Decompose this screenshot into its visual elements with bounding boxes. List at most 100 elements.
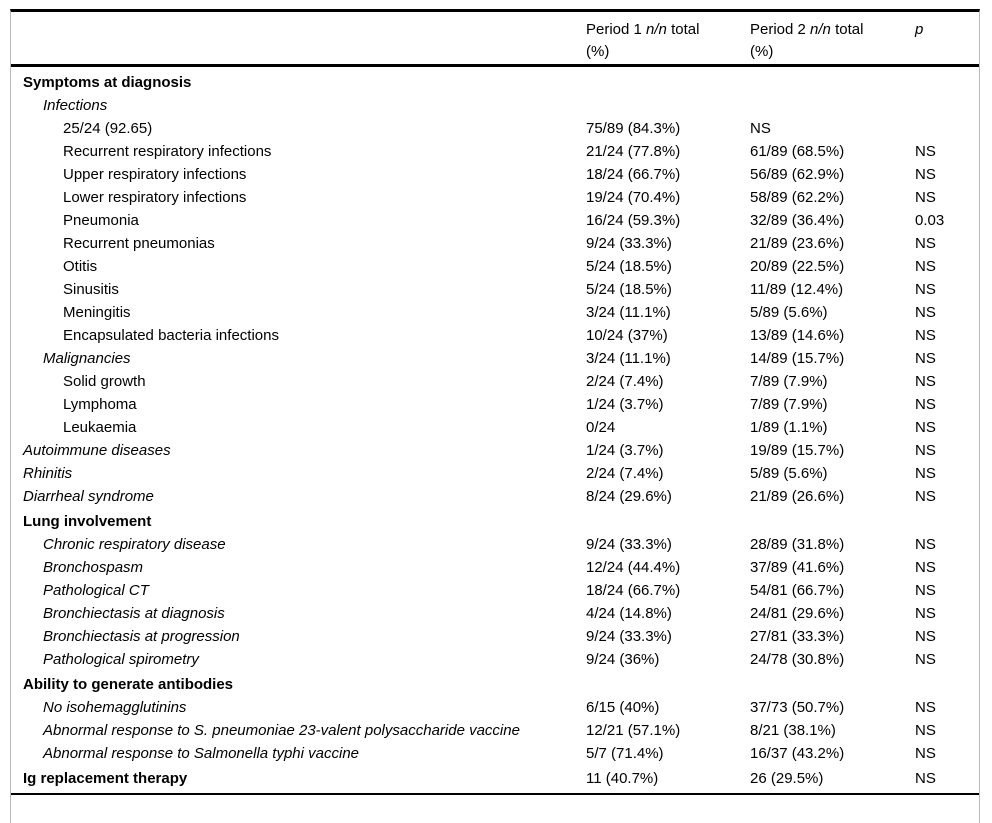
period1-header-text: Period 1 n/n total (586, 21, 700, 38)
p-value: NS (915, 189, 936, 206)
row-label: Otitis (63, 258, 98, 275)
p-value: NS (915, 699, 936, 716)
period2-value: 24/81 (29.6%) (750, 605, 845, 622)
table-row: Autoimmune diseases 1/24 (3.7%) 19/89 (15.… (11, 439, 979, 462)
row-label: Bronchospasm (43, 559, 144, 576)
table-row: Meningitis 3/24 (11.1%) 5/89 (5.6%) NS (11, 301, 979, 324)
period2-value: 37/73 (50.7%) (750, 699, 845, 716)
period1-value: 2/24 (7.4%) (586, 465, 664, 482)
p-value: NS (915, 304, 936, 321)
period2-header-unit: (%) (750, 43, 774, 60)
row-label: Pathological spirometry (43, 651, 199, 668)
table-row: Solid growth 2/24 (7.4%) 7/89 (7.9%) NS (11, 370, 979, 393)
table-row: No isohemagglutinins 6/15 (40%) 37/73 (50.… (11, 696, 979, 719)
period2-value: 26 (29.5%) (750, 770, 824, 787)
period1-header-unit: (%) (586, 43, 610, 60)
period2-value: 21/89 (23.6%) (750, 235, 845, 252)
period2-value: 7/89 (7.9%) (750, 396, 828, 413)
period1-value: 12/24 (44.4%) (586, 559, 681, 576)
table-row: Abnormal response to Salmonella typhi va… (11, 742, 979, 765)
period2-value: 27/81 (33.3%) (750, 628, 845, 645)
period2-value: 28/89 (31.8%) (750, 536, 845, 553)
period2-value: 24/78 (30.8%) (750, 651, 845, 668)
p-value: NS (915, 651, 936, 668)
period1-value: 10/24 (37%) (586, 327, 668, 344)
table-row: Diarrheal syndrome 8/24 (29.6%) 21/89 (26.… (11, 485, 979, 508)
period1-value: 1/24 (3.7%) (586, 442, 664, 459)
column-header-period1: Period 1 n/n total (%) (586, 19, 750, 64)
p-value: NS (915, 745, 936, 762)
row-label: Diarrheal syndrome (23, 488, 154, 505)
table-row: Ability to generate antibodies (11, 673, 979, 696)
row-label: Lymphoma (63, 396, 137, 413)
row-label: Recurrent pneumonias (63, 235, 215, 252)
period1-value: 9/24 (36%) (586, 651, 660, 668)
period2-value: 8/21 (38.1%) (750, 722, 836, 739)
p-value: NS (915, 605, 936, 622)
period1-value: 9/24 (33.3%) (586, 628, 672, 645)
period1-value: 8/24 (29.6%) (586, 488, 672, 505)
table-row: Lower respiratory infections 19/24 (70.4%… (11, 186, 979, 209)
table-row: Leukaemia 0/24 1/89 (1.1%) NS (11, 416, 979, 439)
table-header-row: Period 1 n/n total (%) Period 2 n/n total… (11, 12, 979, 67)
period1-value: 2/24 (7.4%) (586, 373, 664, 390)
table-row: Bronchiectasis at diagnosis 4/24 (14.8%) 2… (11, 602, 979, 625)
p-value: 0.03 (915, 212, 945, 229)
table-row: Chronic respiratory disease 9/24 (33.3%) 2… (11, 533, 979, 556)
row-label: Infections (43, 97, 108, 114)
row-label: Abnormal response to Salmonella typhi va… (43, 745, 360, 762)
period1-value: 5/24 (18.5%) (586, 281, 672, 298)
period2-value: NS (750, 120, 771, 137)
row-label: Malignancies (43, 350, 131, 367)
row-label: Upper respiratory infections (63, 166, 247, 183)
table-row: Encapsulated bacteria infections 10/24 (3… (11, 324, 979, 347)
period1-value: 0/24 (586, 419, 616, 436)
period1-value: 5/24 (18.5%) (586, 258, 672, 275)
row-label: Bronchiectasis at progression (43, 628, 240, 645)
period2-value: 61/89 (68.5%) (750, 143, 845, 160)
clinical-comparison-table: Period 1 n/n total (%) Period 2 n/n total… (10, 9, 980, 823)
period1-value: 6/15 (40%) (586, 699, 660, 716)
period2-value: 7/89 (7.9%) (750, 373, 828, 390)
period1-value: 9/24 (33.3%) (586, 536, 672, 553)
period1-value: 18/24 (66.7%) (586, 166, 681, 183)
p-value: NS (915, 373, 936, 390)
p-value: NS (915, 396, 936, 413)
table-body: Symptoms at diagnosis Infections 25/24 (92… (11, 67, 979, 790)
table-row: Symptoms at diagnosis (11, 71, 979, 94)
row-label: Chronic respiratory disease (43, 536, 226, 553)
period1-value: 19/24 (70.4%) (586, 189, 681, 206)
p-value: NS (915, 770, 936, 787)
p-value: NS (915, 559, 936, 576)
period2-value: 37/89 (41.6%) (750, 559, 845, 576)
row-label: Encapsulated bacteria infections (63, 327, 279, 344)
period1-value: 3/24 (11.1%) (586, 350, 671, 367)
row-label: Lung involvement (23, 513, 152, 530)
table-row: Bronchiectasis at progression 9/24 (33.3%… (11, 625, 979, 648)
p-value: NS (915, 536, 936, 553)
period2-value: 14/89 (15.7%) (750, 350, 845, 367)
p-value-header: p (915, 21, 924, 38)
period2-value: 1/89 (1.1%) (750, 419, 828, 436)
p-value: NS (915, 350, 936, 367)
table-row: Malignancies 3/24 (11.1%) 14/89 (15.7%) NS (11, 347, 979, 370)
period2-value: 32/89 (36.4%) (750, 212, 845, 229)
period2-value: 5/89 (5.6%) (750, 465, 828, 482)
p-value: NS (915, 258, 936, 275)
period1-value: 4/24 (14.8%) (586, 605, 672, 622)
period2-value: 11/89 (12.4%) (750, 281, 844, 298)
row-label: Autoimmune diseases (23, 442, 171, 459)
table-row: Recurrent respiratory infections 21/24 (7… (11, 140, 979, 163)
p-value: NS (915, 628, 936, 645)
column-header-empty (11, 19, 586, 64)
table-row: Otitis 5/24 (18.5%) 20/89 (22.5%) NS (11, 255, 979, 278)
table-row: Bronchospasm 12/24 (44.4%) 37/89 (41.6%) NS (11, 556, 979, 579)
period2-value: 54/81 (66.7%) (750, 582, 845, 599)
period1-value: 12/21 (57.1%) (586, 722, 681, 739)
table-row: Recurrent pneumonias 9/24 (33.3%) 21/89 (2… (11, 232, 979, 255)
table-row: Pathological spirometry 9/24 (36%) 24/78 (… (11, 648, 979, 671)
table-row: Pneumonia 16/24 (59.3%) 32/89 (36.4%) 0.03 (11, 209, 979, 232)
period1-value: 3/24 (11.1%) (586, 304, 671, 321)
row-label: Rhinitis (23, 465, 73, 482)
